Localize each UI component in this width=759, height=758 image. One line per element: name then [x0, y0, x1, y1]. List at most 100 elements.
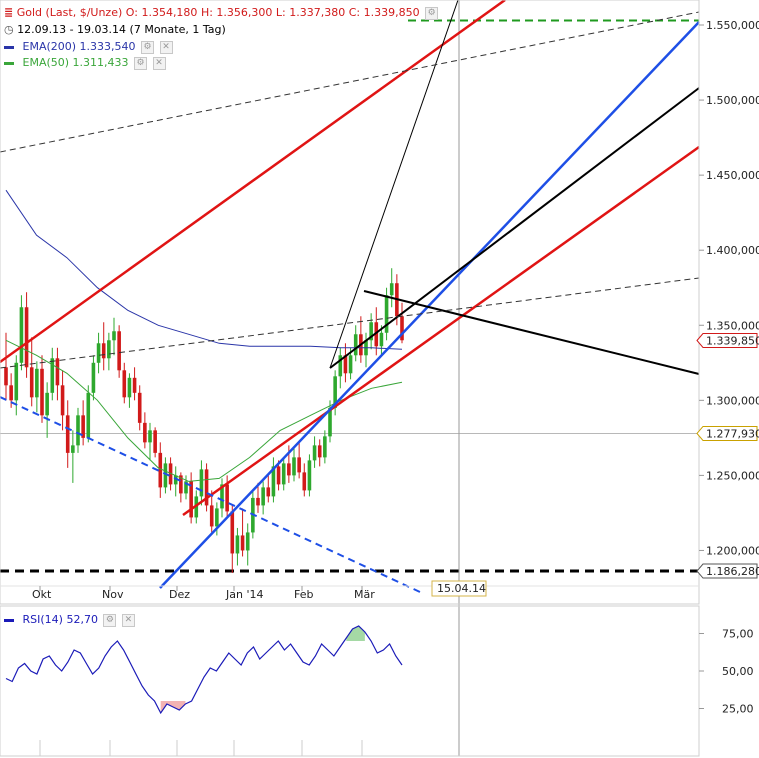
candle-body	[168, 463, 173, 485]
candle-body	[137, 392, 142, 423]
time-tick-label: Okt	[32, 588, 52, 601]
candle-body	[400, 316, 404, 341]
candle-body	[323, 436, 327, 458]
price-marker-label: 1.339,850	[706, 335, 759, 348]
legend-main: ≣ Gold (Last, $/Unze) O: 1.354,180 H: 1.…	[4, 6, 439, 20]
candle-body	[173, 475, 178, 485]
candle-body	[230, 511, 235, 554]
candle-body	[225, 484, 229, 512]
trendline-blue-dashed	[0, 396, 421, 593]
rsi-line	[5, 625, 403, 715]
price-marker	[696, 563, 758, 579]
price-tick-label: 1.200,000	[706, 544, 759, 557]
candle-body	[302, 472, 307, 491]
date-range: 12.09.13 - 19.03.14 (7 Monate, 1 Tag)	[17, 23, 226, 36]
candle-body	[292, 457, 296, 476]
candle-body	[189, 481, 193, 518]
candle-body	[353, 334, 358, 356]
price-tick-label: 1.250,000	[706, 469, 759, 482]
candle-body	[343, 355, 348, 374]
candle-body	[333, 376, 337, 408]
candle-body	[369, 322, 373, 341]
ema50-label: EMA(50)	[22, 56, 70, 69]
price-tick-label: 1.300,000	[706, 394, 759, 407]
ema50-settings-button[interactable]: ⚙	[134, 56, 148, 70]
price-tick-label: 1.400,000	[706, 244, 759, 257]
candle-body	[91, 362, 96, 393]
candle-body	[143, 422, 147, 443]
trendline-red-lower	[182, 145, 700, 517]
candle-body	[35, 368, 39, 398]
candle-body	[307, 460, 312, 491]
candle-body	[220, 484, 224, 509]
candle-body	[9, 385, 13, 401]
price-marker	[696, 425, 758, 441]
candle-body	[81, 415, 85, 438]
candle-body	[40, 368, 44, 416]
ema200-swatch	[4, 45, 14, 49]
price-marker-label: 1.186,280	[706, 565, 759, 578]
legend-range: ◷ 12.09.13 - 19.03.14 (7 Monate, 1 Tag)	[4, 23, 226, 36]
candle-body	[45, 392, 49, 416]
candle-body	[261, 487, 265, 506]
candle-body	[127, 377, 132, 398]
candle-body	[204, 469, 209, 506]
rsi-settings-button[interactable]: ⚙	[103, 613, 117, 627]
rsi-swatch	[4, 618, 14, 622]
candle-body	[240, 535, 245, 551]
candle-body	[24, 307, 29, 368]
candle-body	[71, 445, 75, 453]
candle-body	[209, 505, 214, 527]
instrument-icon: ≣	[4, 6, 14, 19]
time-tick-label: Dez	[169, 588, 190, 601]
ema200-settings-button[interactable]: ⚙	[141, 40, 155, 54]
rsi-frame	[0, 605, 700, 757]
price-marker	[696, 333, 758, 349]
candle-body	[235, 535, 240, 554]
time-tick-label: Feb	[294, 588, 313, 601]
candle-body	[29, 367, 34, 398]
price-frame	[0, 0, 700, 605]
ema200-close-button[interactable]: ✕	[159, 40, 173, 54]
cursor-date-box	[431, 580, 487, 597]
candle-body	[384, 295, 389, 333]
candle-body	[297, 457, 301, 473]
trendline-red-upper	[0, 0, 506, 364]
price-marker-label: 1.277,930	[706, 427, 759, 440]
ema200-value: 1.333,540	[79, 40, 136, 53]
rsi-value: 52,70	[66, 613, 98, 626]
time-tick-label: Mär	[354, 588, 375, 601]
trendline-blue	[159, 21, 700, 589]
rsi-label: RSI(14)	[22, 613, 63, 626]
high-value: H: 1.356,300	[200, 6, 273, 19]
candle-body	[163, 463, 168, 488]
candle-body	[132, 377, 137, 393]
ema50-value: 1.311,433	[72, 56, 129, 69]
candle-body	[96, 343, 101, 363]
candle-body	[389, 283, 394, 296]
trendline-dashed-lower	[0, 277, 700, 369]
legend-settings-button[interactable]: ⚙	[425, 6, 439, 20]
price-tick-label: 1.450,000	[706, 169, 759, 182]
legend-rsi: RSI(14) 52,70 ⚙ ✕	[4, 613, 135, 627]
candle-body	[158, 452, 163, 488]
rsi-close-button[interactable]: ✕	[121, 613, 135, 627]
trendline-dashed-upper	[0, 11, 700, 153]
price-tick-label: 1.550,000	[706, 19, 759, 32]
trendline-black-up	[329, 87, 700, 369]
candle-body	[271, 466, 276, 497]
candle-body	[287, 463, 291, 476]
rsi-tick-label: 75,00	[722, 628, 754, 641]
candle-body	[338, 355, 343, 377]
candle-body	[4, 367, 8, 386]
ema50-close-button[interactable]: ✕	[152, 56, 166, 70]
candle-body	[65, 415, 70, 453]
ema200-label: EMA(200)	[22, 40, 77, 53]
candle-body	[14, 362, 19, 401]
ema50-line	[5, 339, 403, 482]
legend-ema50: EMA(50) 1.311,433 ⚙ ✕	[4, 56, 166, 70]
candle-body	[379, 332, 384, 347]
candle-body	[276, 466, 281, 485]
ema200-line	[5, 189, 403, 350]
